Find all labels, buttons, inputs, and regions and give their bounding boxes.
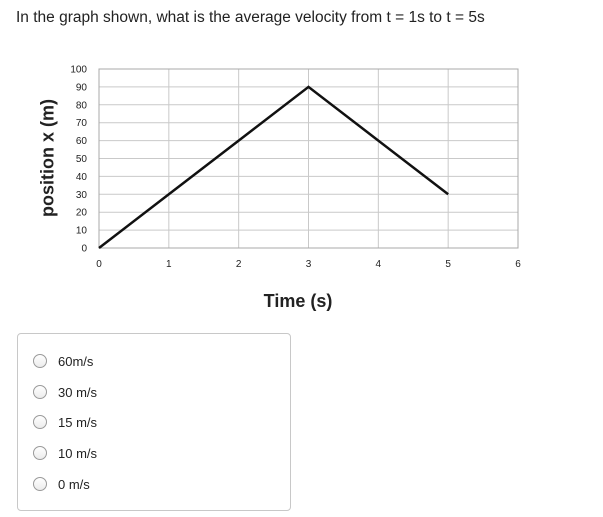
answer-option-2[interactable]: 30 m/s bbox=[18, 380, 290, 404]
answer-label: 10 m/s bbox=[58, 445, 98, 461]
x-tick-label: 6 bbox=[515, 259, 521, 270]
y-tick-label: 50 bbox=[76, 154, 88, 165]
y-axis-label: position x (m) bbox=[37, 99, 58, 217]
y-tick-label: 40 bbox=[76, 172, 88, 183]
y-tick-label: 10 bbox=[76, 226, 88, 237]
y-tick-label: 100 bbox=[70, 65, 87, 76]
position-time-chart: 0 10 20 30 40 50 60 70 80 90 100 0 1 2 3 4 5 6 position x… bbox=[37, 65, 522, 312]
radio-button[interactable] bbox=[33, 385, 47, 399]
y-tick-label: 30 bbox=[76, 190, 88, 201]
answer-option-1[interactable]: 60m/s bbox=[18, 349, 290, 373]
x-tick-label: 5 bbox=[445, 259, 451, 270]
answer-label: 60m/s bbox=[58, 353, 94, 369]
y-tick-label: 20 bbox=[76, 208, 88, 219]
y-tick-label: 60 bbox=[76, 136, 88, 147]
radio-button[interactable] bbox=[33, 354, 47, 368]
question-text: In the graph shown, what is the average … bbox=[16, 9, 485, 26]
x-tick-label: 2 bbox=[236, 259, 242, 270]
answer-label: 15 m/s bbox=[58, 414, 98, 430]
y-tick-label: 80 bbox=[76, 100, 88, 111]
y-tick-label: 70 bbox=[76, 118, 88, 129]
answer-label: 30 m/s bbox=[58, 384, 98, 400]
radio-button[interactable] bbox=[33, 415, 47, 429]
chart-svg: 0 10 20 30 40 50 60 70 80 90 100 0 1 2 3 4 5 6 bbox=[70, 65, 521, 271]
x-tick-label: 3 bbox=[306, 259, 312, 270]
answer-label: 0 m/s bbox=[58, 476, 90, 492]
radio-button[interactable] bbox=[33, 446, 47, 460]
y-tick-label: 90 bbox=[76, 82, 88, 93]
plot-frame bbox=[98, 68, 519, 249]
x-tick-label: 4 bbox=[376, 259, 382, 270]
radio-button[interactable] bbox=[33, 477, 47, 491]
answer-option-4[interactable]: 10 m/s bbox=[18, 441, 290, 465]
answer-option-3[interactable]: 15 m/s bbox=[18, 410, 290, 434]
answer-option-5[interactable]: 0 m/s bbox=[18, 472, 290, 496]
x-axis-label: Time (s) bbox=[263, 291, 333, 311]
y-tick-label: 0 bbox=[81, 244, 87, 255]
series-line bbox=[98, 85, 449, 249]
x-tick-label: 0 bbox=[96, 259, 102, 270]
x-tick-label: 1 bbox=[166, 259, 172, 270]
answer-choices: 60m/s 30 m/s 15 m/s 10 m/s 0 m/s bbox=[17, 333, 291, 511]
